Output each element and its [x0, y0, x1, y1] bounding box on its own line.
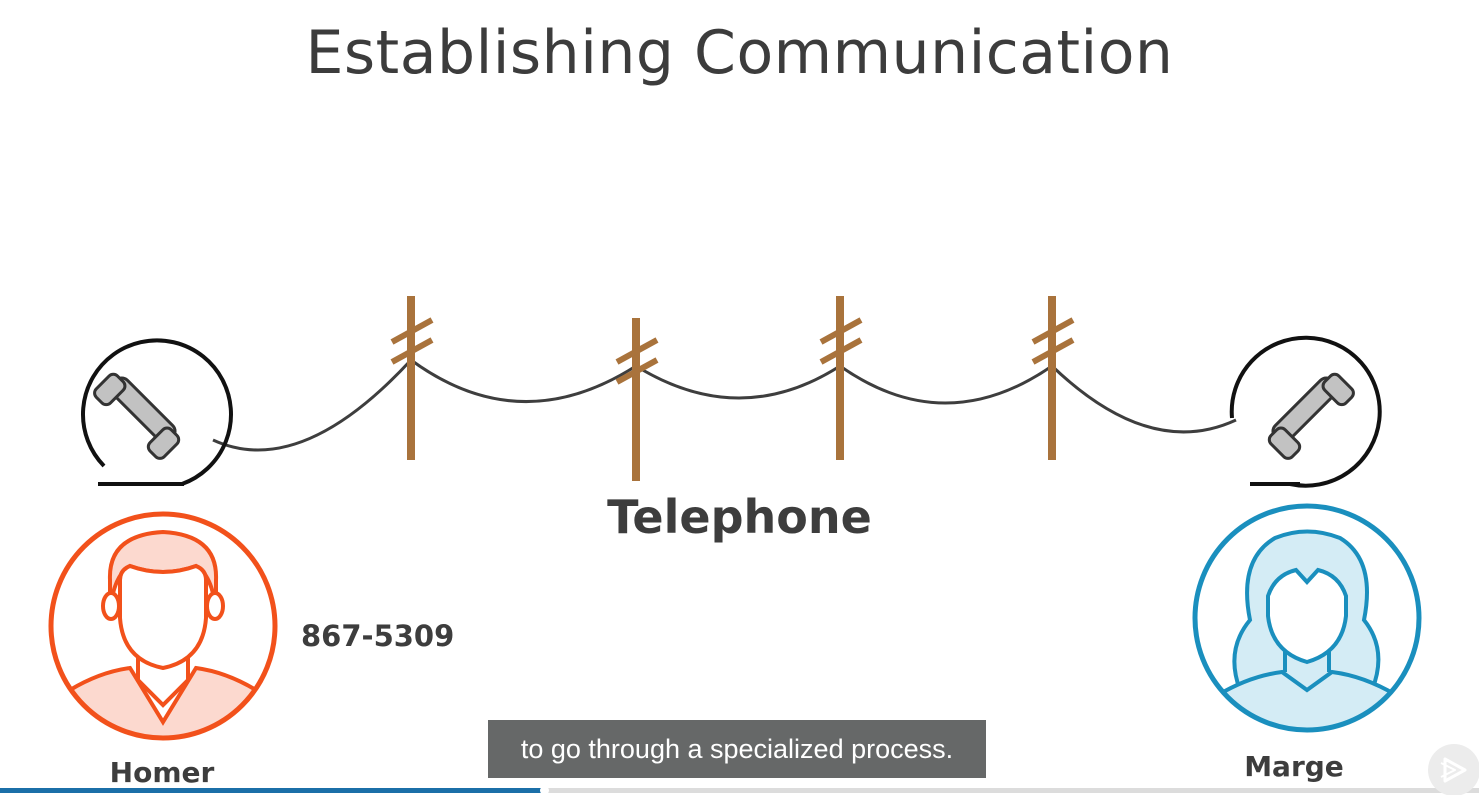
telephone-pole-icon	[615, 318, 659, 481]
telephone-pole-icon	[1031, 296, 1075, 460]
wire-segment	[410, 358, 637, 404]
telephone-pole-icon	[819, 296, 863, 460]
telephone-label: Telephone	[607, 490, 872, 544]
wire-segment	[1050, 364, 1237, 434]
telephone-wires	[212, 358, 1237, 452]
male-avatar-icon	[48, 511, 278, 741]
slide-title: Establishing Communication	[305, 18, 1174, 88]
homer-label: Homer	[109, 756, 215, 789]
marge-label: Marge	[1244, 750, 1344, 783]
telephone-handset-icon	[81, 338, 233, 486]
telephone-pole-icon	[390, 296, 434, 460]
play-icon	[1440, 757, 1467, 783]
subtitle-caption: to go through a specialized process.	[488, 720, 986, 778]
progress-handle[interactable]	[540, 786, 550, 795]
phone-number-label: 867-5309	[301, 619, 455, 653]
progress-bar[interactable]	[0, 786, 1479, 795]
progress-fill	[0, 788, 545, 793]
wire-segment	[839, 364, 1053, 405]
wire-segment	[635, 364, 841, 400]
wire-segment	[212, 358, 413, 452]
telephone-handset-icon	[1229, 335, 1382, 488]
play-overlay-icon[interactable]	[1428, 744, 1479, 795]
